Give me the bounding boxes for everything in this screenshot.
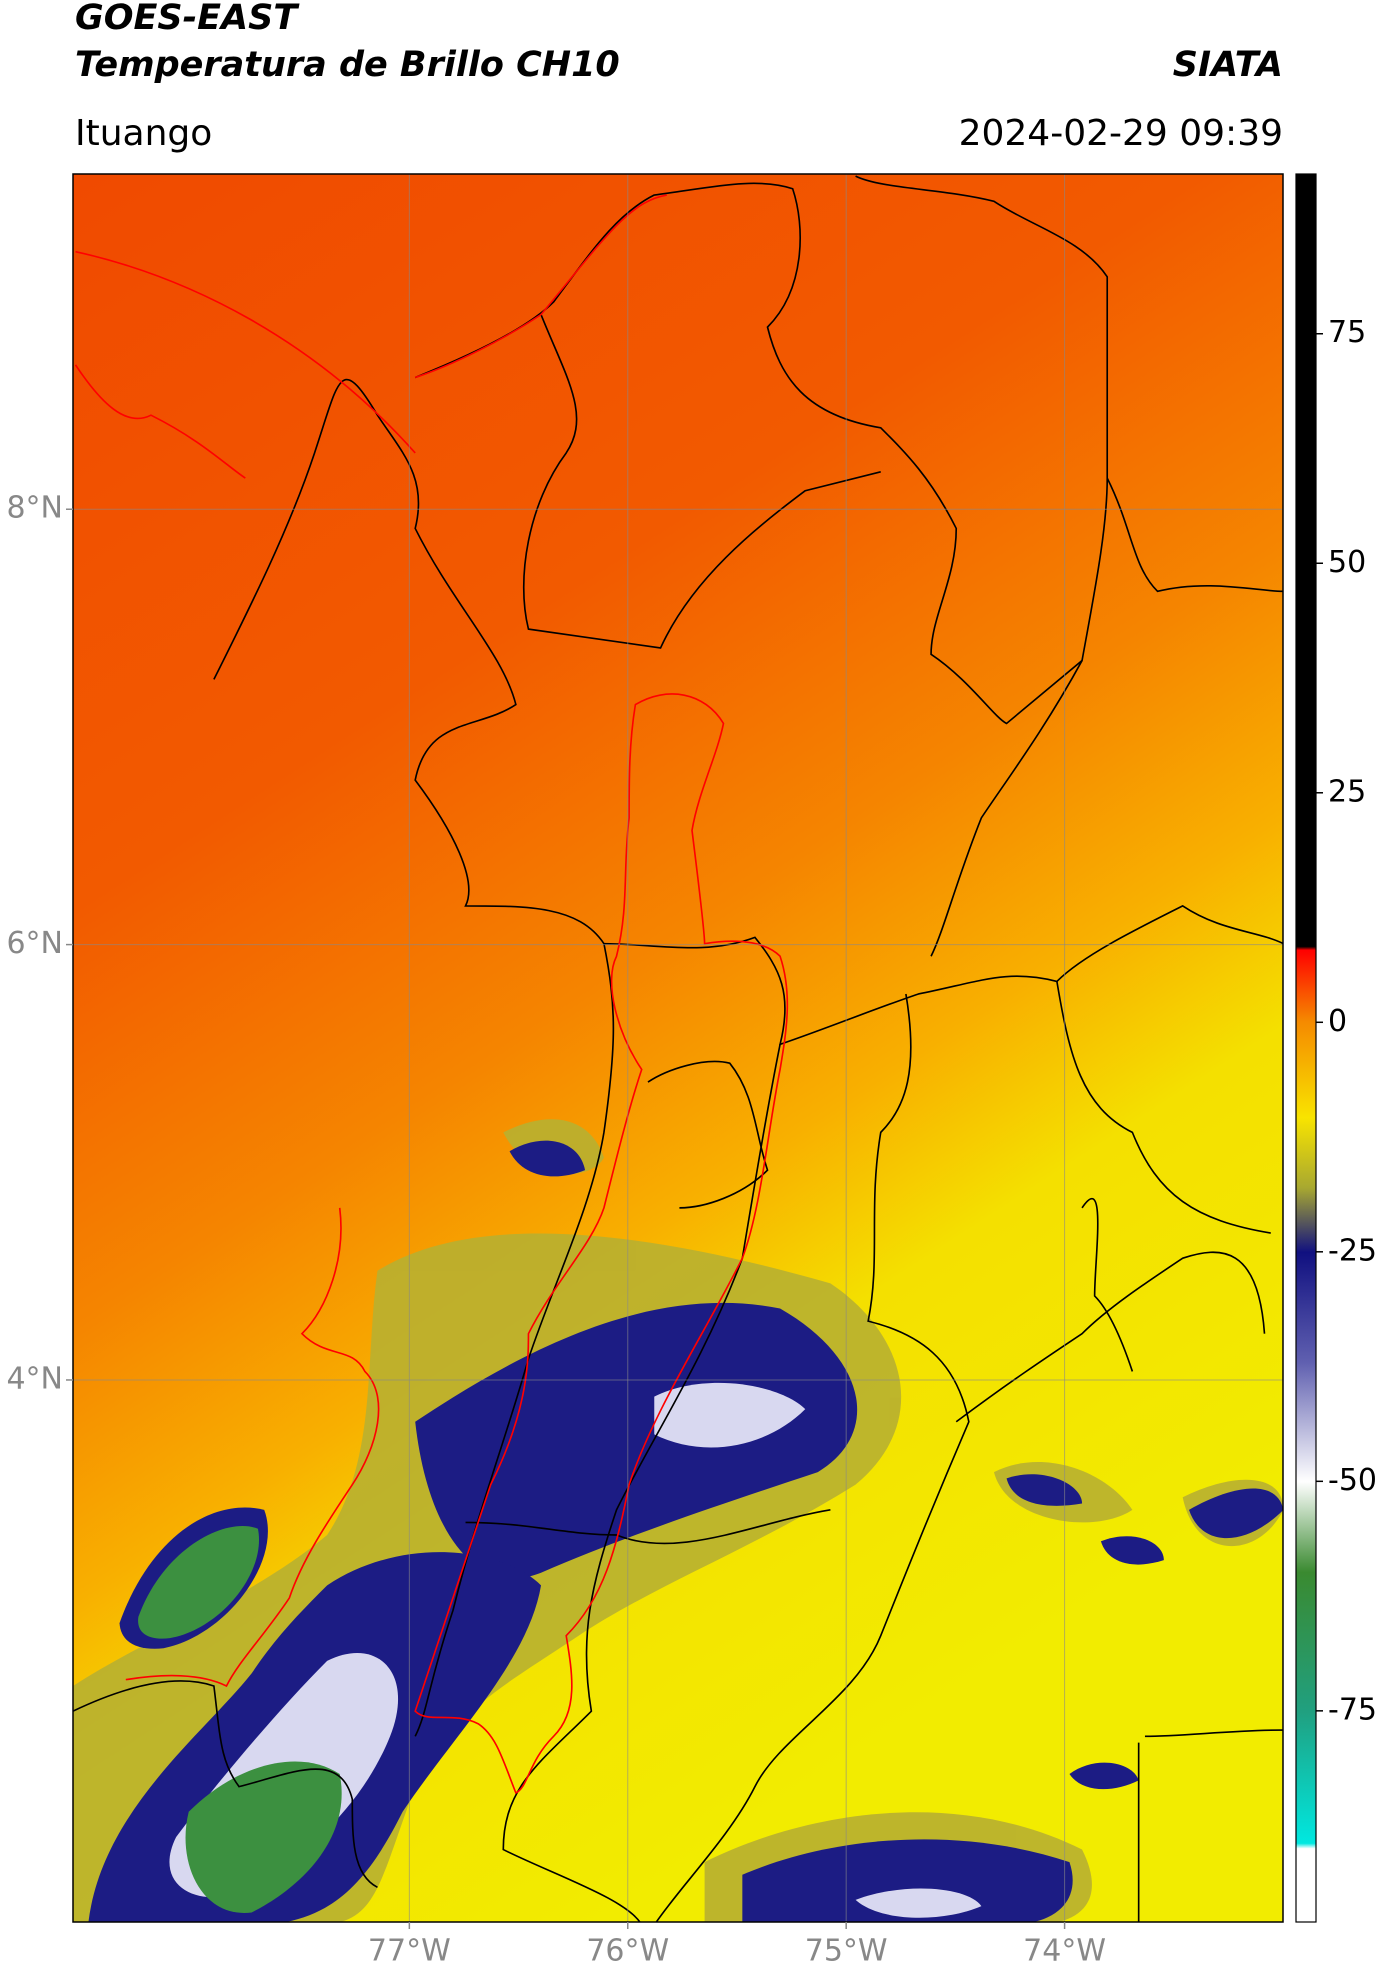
title: GOES-EAST (75, 0, 298, 38)
map-frame (72, 173, 1284, 1923)
colorbar-tick-label: 0 (1328, 1004, 1347, 1039)
datetime: 2024-02-29 09:39 (958, 113, 1283, 154)
colorbar-tick-label: -25 (1328, 1233, 1377, 1268)
x-tick-label: 74°W (1023, 1934, 1106, 1969)
y-tick-label: 4°N (6, 1361, 63, 1396)
location: Ituango (75, 113, 213, 154)
y-tick-label: 8°N (6, 491, 63, 526)
colorbar-tick-label: -50 (1328, 1463, 1377, 1498)
y-tick-label: 6°N (6, 926, 63, 961)
imagery (73, 174, 1283, 1922)
colorbar-tick-label: 75 (1328, 315, 1366, 350)
colorbar-tick-label: -75 (1328, 1692, 1377, 1727)
colorbar (1295, 173, 1317, 1923)
source: SIATA (1172, 45, 1283, 85)
x-tick-label: 76°W (586, 1934, 669, 1969)
colorbar-tick-label: 50 (1328, 545, 1366, 580)
grid (73, 174, 1283, 1922)
colorbar-tick-label: 25 (1328, 774, 1366, 809)
x-tick-label: 77°W (368, 1934, 451, 1969)
subtitle: Temperatura de Brillo CH10 (75, 45, 620, 85)
x-tick-label: 75°W (805, 1934, 888, 1969)
